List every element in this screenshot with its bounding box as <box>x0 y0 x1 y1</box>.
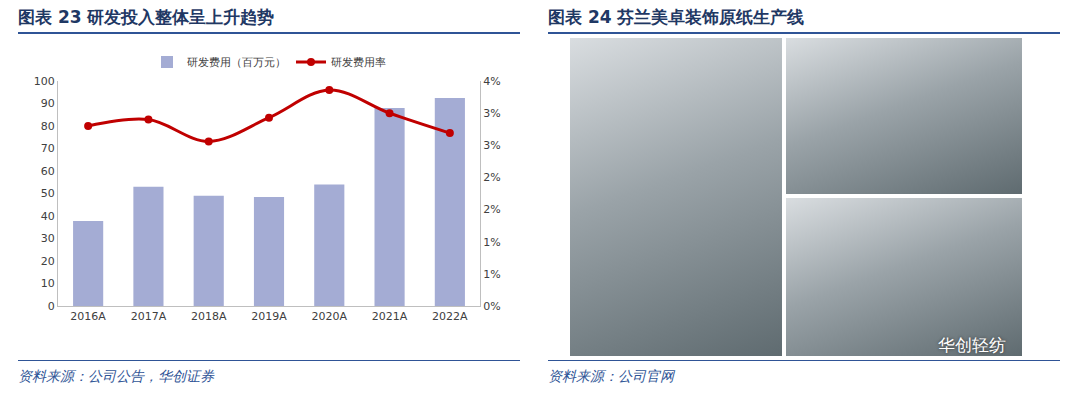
svg-text:0: 0 <box>48 300 55 313</box>
html-text:资料来源：公司官网: 资料来源：公司官网 <box>548 368 674 384</box>
svg-text:2%: 2% <box>483 171 500 184</box>
svg-text:50: 50 <box>41 187 55 200</box>
svg-text:80: 80 <box>41 120 55 133</box>
html-text:图表 23 研发投入整体呈上升趋势: 图表 23 研发投入整体呈上升趋势 <box>18 7 275 27</box>
svg-text:研发费用（百万元）: 研发费用（百万元） <box>187 56 286 69</box>
html-text:华创轻纺: 华创轻纺 <box>938 335 1006 355</box>
svg-text:研发费用率: 研发费用率 <box>331 56 386 69</box>
svg-text:2022A: 2022A <box>432 310 468 323</box>
svg-text:40: 40 <box>41 210 55 223</box>
svg-text:70: 70 <box>41 142 55 155</box>
svg-text:2019A: 2019A <box>251 310 287 323</box>
svg-text:3%: 3% <box>483 139 500 152</box>
svg-text:1%: 1% <box>483 236 500 249</box>
svg-text:2018A: 2018A <box>191 310 227 323</box>
svg-text:0%: 0% <box>483 300 500 313</box>
svg-text:20: 20 <box>41 255 55 268</box>
html-text:图表 24 芬兰美卓装饰原纸生产线: 图表 24 芬兰美卓装饰原纸生产线 <box>548 7 805 27</box>
svg-text:1%: 1% <box>483 268 500 281</box>
svg-text:30: 30 <box>41 232 55 245</box>
svg-text:2016A: 2016A <box>70 310 106 323</box>
svg-text:4%: 4% <box>483 75 500 88</box>
svg-text:2%: 2% <box>483 203 500 216</box>
svg-text:2020A: 2020A <box>312 310 348 323</box>
svg-text:2017A: 2017A <box>131 310 167 323</box>
svg-text:100: 100 <box>34 75 55 88</box>
svg-text:90: 90 <box>41 97 55 110</box>
html-text:资料来源：公司公告，华创证券: 资料来源：公司公告，华创证券 <box>18 368 214 384</box>
svg-text:2021A: 2021A <box>372 310 408 323</box>
svg-text:3%: 3% <box>483 107 500 120</box>
svg-text:10: 10 <box>41 277 55 290</box>
svg-text:60: 60 <box>41 165 55 178</box>
